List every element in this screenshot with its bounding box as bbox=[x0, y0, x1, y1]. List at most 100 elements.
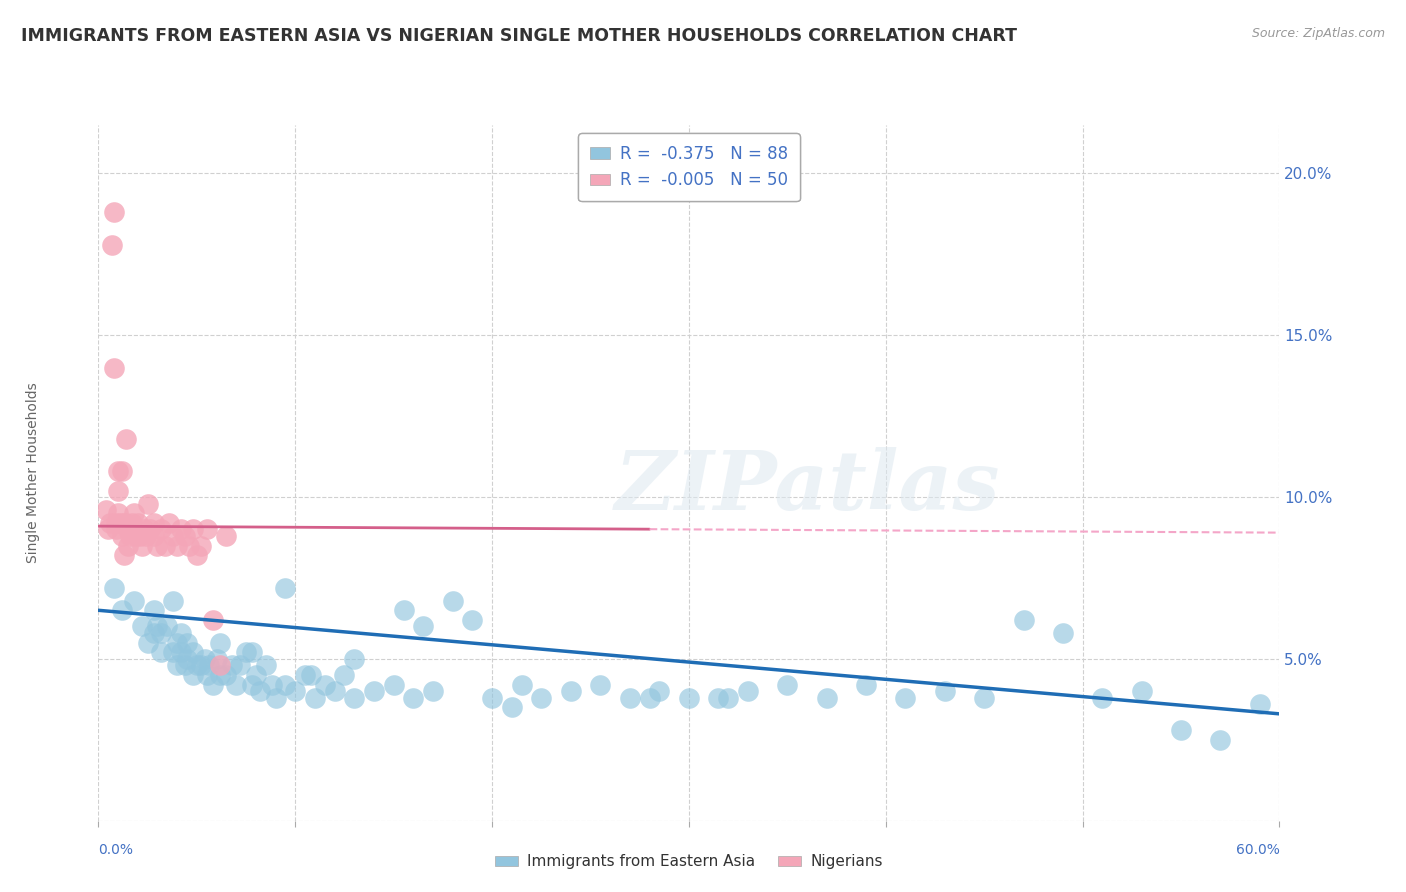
Point bbox=[122, 593, 145, 607]
Point bbox=[97, 522, 120, 536]
Point bbox=[150, 626, 173, 640]
Point bbox=[117, 539, 139, 553]
Point bbox=[973, 690, 995, 705]
Point bbox=[333, 668, 356, 682]
Point bbox=[136, 635, 159, 649]
Point bbox=[146, 619, 169, 633]
Point bbox=[111, 603, 134, 617]
Point bbox=[402, 690, 425, 705]
Legend: R =  -0.375   N = 88, R =  -0.005   N = 50: R = -0.375 N = 88, R = -0.005 N = 50 bbox=[578, 133, 800, 201]
Point bbox=[181, 522, 204, 536]
Point bbox=[170, 522, 193, 536]
Point bbox=[125, 529, 148, 543]
Point bbox=[132, 522, 155, 536]
Point bbox=[142, 626, 165, 640]
Point bbox=[128, 529, 150, 543]
Point bbox=[170, 626, 193, 640]
Point bbox=[166, 658, 188, 673]
Point bbox=[363, 684, 385, 698]
Point bbox=[264, 690, 287, 705]
Point bbox=[195, 668, 218, 682]
Point bbox=[170, 645, 193, 659]
Point bbox=[412, 619, 434, 633]
Point bbox=[717, 690, 740, 705]
Point bbox=[155, 539, 177, 553]
Point bbox=[240, 645, 263, 659]
Point bbox=[260, 678, 283, 692]
Point bbox=[174, 529, 197, 543]
Point bbox=[186, 658, 208, 673]
Point bbox=[122, 506, 145, 520]
Point bbox=[190, 658, 212, 673]
Point bbox=[1091, 690, 1114, 705]
Point bbox=[142, 516, 165, 530]
Point bbox=[422, 684, 444, 698]
Point bbox=[235, 645, 257, 659]
Point bbox=[501, 700, 523, 714]
Text: 0.0%: 0.0% bbox=[98, 843, 134, 857]
Point bbox=[105, 522, 128, 536]
Point bbox=[121, 516, 143, 530]
Point bbox=[323, 684, 346, 698]
Point bbox=[103, 581, 125, 595]
Point bbox=[201, 613, 224, 627]
Point bbox=[201, 678, 224, 692]
Point bbox=[142, 529, 165, 543]
Point bbox=[96, 503, 118, 517]
Point bbox=[186, 549, 208, 563]
Point bbox=[314, 678, 336, 692]
Point bbox=[107, 506, 129, 520]
Point bbox=[1052, 626, 1074, 640]
Point bbox=[245, 668, 267, 682]
Point bbox=[197, 658, 219, 673]
Point bbox=[249, 684, 271, 698]
Text: IMMIGRANTS FROM EASTERN ASIA VS NIGERIAN SINGLE MOTHER HOUSEHOLDS CORRELATION CH: IMMIGRANTS FROM EASTERN ASIA VS NIGERIAN… bbox=[21, 27, 1017, 45]
Point bbox=[461, 613, 484, 627]
Point bbox=[1012, 613, 1035, 627]
Text: Source: ZipAtlas.com: Source: ZipAtlas.com bbox=[1251, 27, 1385, 40]
Point bbox=[343, 652, 366, 666]
Point bbox=[855, 678, 877, 692]
Point bbox=[589, 678, 612, 692]
Point bbox=[1209, 732, 1232, 747]
Point bbox=[162, 529, 184, 543]
Point bbox=[1130, 684, 1153, 698]
Point bbox=[176, 652, 198, 666]
Point bbox=[707, 690, 730, 705]
Point bbox=[737, 684, 759, 698]
Point bbox=[142, 603, 165, 617]
Point bbox=[156, 619, 179, 633]
Point bbox=[108, 516, 131, 530]
Point bbox=[215, 668, 238, 682]
Point bbox=[776, 678, 799, 692]
Point bbox=[619, 690, 641, 705]
Point bbox=[166, 539, 188, 553]
Point bbox=[229, 658, 252, 673]
Point bbox=[678, 690, 700, 705]
Point bbox=[157, 516, 180, 530]
Point bbox=[166, 635, 188, 649]
Point bbox=[209, 635, 232, 649]
Point bbox=[274, 581, 297, 595]
Point bbox=[112, 516, 135, 530]
Point bbox=[136, 496, 159, 510]
Point bbox=[181, 645, 204, 659]
Point bbox=[103, 360, 125, 375]
Point bbox=[209, 658, 232, 673]
Point bbox=[225, 678, 247, 692]
Point bbox=[107, 483, 129, 498]
Text: ZIPatlas: ZIPatlas bbox=[614, 447, 1000, 526]
Text: Single Mother Households: Single Mother Households bbox=[27, 383, 41, 563]
Point bbox=[392, 603, 415, 617]
Point bbox=[111, 529, 134, 543]
Legend: Immigrants from Eastern Asia, Nigerians: Immigrants from Eastern Asia, Nigerians bbox=[489, 848, 889, 875]
Point bbox=[560, 684, 582, 698]
Point bbox=[194, 652, 217, 666]
Point bbox=[115, 516, 138, 530]
Point bbox=[150, 522, 173, 536]
Point bbox=[221, 658, 243, 673]
Point bbox=[294, 668, 316, 682]
Point bbox=[176, 635, 198, 649]
Point bbox=[135, 529, 157, 543]
Point bbox=[115, 432, 138, 446]
